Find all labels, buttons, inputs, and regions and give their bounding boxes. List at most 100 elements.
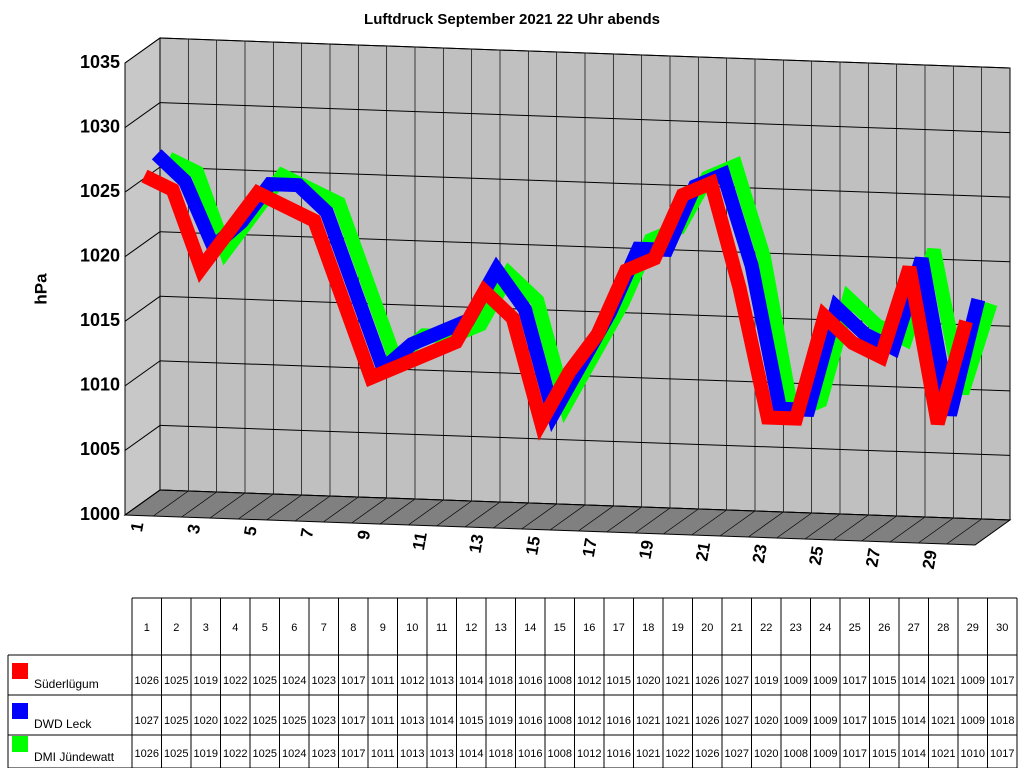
table-header: 25	[849, 622, 861, 634]
table-header: 22	[760, 622, 772, 634]
table-cell: 1009	[961, 675, 985, 687]
table-cell: 1009	[813, 675, 837, 687]
x-tick-label: 15	[522, 535, 544, 557]
table-cell: 1017	[990, 675, 1014, 687]
table-cell: 1021	[931, 675, 955, 687]
x-tick-label: 17	[579, 537, 601, 559]
left-wall	[124, 37, 161, 516]
x-tick-label: 3	[184, 523, 204, 536]
table-cell: 1012	[577, 675, 601, 687]
grid-line	[124, 37, 161, 64]
legend-swatch	[12, 703, 28, 719]
table-cell: 1025	[253, 748, 277, 760]
table-cell: 1025	[282, 715, 306, 727]
y-tick-label: 1015	[80, 310, 120, 330]
table-cell: 1020	[754, 715, 778, 727]
x-tick-label: 9	[354, 529, 374, 542]
table-cell: 1008	[548, 748, 572, 760]
table-cell: 1024	[282, 675, 306, 687]
table-cell: 1013	[400, 715, 424, 727]
table-cell: 1016	[607, 715, 631, 727]
table-cell: 1016	[518, 748, 542, 760]
table-cell: 1023	[312, 675, 336, 687]
table-cell: 1027	[725, 675, 749, 687]
floor-line	[379, 498, 416, 525]
floor-line	[691, 509, 727, 536]
floor-line	[124, 489, 161, 516]
floor-line	[634, 507, 671, 534]
x-tick-label: 29	[919, 549, 941, 571]
floor-line	[578, 505, 614, 532]
table-header: 5	[262, 622, 268, 634]
table-cell: 1009	[784, 675, 808, 687]
table-cell: 1017	[990, 748, 1014, 760]
floor-line	[833, 514, 869, 541]
table-cell: 1017	[341, 675, 365, 687]
table-cell: 1020	[754, 748, 778, 760]
table-header: 28	[937, 622, 949, 634]
table-header: 29	[967, 622, 979, 634]
x-tick-label: 27	[862, 547, 884, 569]
floor-line	[294, 495, 331, 522]
table-cell: 1025	[164, 748, 188, 760]
table-cell: 1018	[489, 675, 513, 687]
table-cell: 1012	[577, 715, 601, 727]
y-axis-label: hPa	[31, 273, 50, 305]
table-cell: 1018	[990, 715, 1014, 727]
floor-line	[153, 490, 189, 517]
table-cell: 1014	[459, 675, 483, 687]
table-cell: 1025	[253, 715, 277, 727]
y-tick-label: 1025	[80, 181, 120, 201]
floor-line	[181, 491, 217, 518]
y-tick-label: 1010	[80, 375, 120, 395]
table-header: 13	[495, 622, 507, 634]
table-cell: 1014	[430, 715, 454, 727]
table-cell: 1025	[164, 675, 188, 687]
grid-line	[124, 360, 161, 387]
table-cell: 1023	[312, 715, 336, 727]
table-header: 27	[908, 622, 920, 634]
floor-line	[436, 500, 472, 527]
table-header: 23	[790, 622, 802, 634]
table-cell: 1019	[489, 715, 513, 727]
table-cell: 1026	[135, 748, 159, 760]
x-tick-label: 25	[806, 545, 828, 567]
table-cell: 1016	[607, 748, 631, 760]
table-cell: 1025	[164, 715, 188, 727]
table-header: 16	[583, 622, 595, 634]
table-cell: 1013	[430, 675, 454, 687]
legend-label: DMI Jündewatt	[34, 750, 115, 764]
table-cell: 1009	[813, 748, 837, 760]
floor-line	[351, 497, 387, 524]
table-cell: 1021	[931, 748, 955, 760]
table-cell: 1013	[400, 748, 424, 760]
table-header: 17	[613, 622, 625, 634]
table-header: 2	[173, 622, 179, 634]
y-tick-label: 1000	[80, 504, 120, 524]
table-cell: 1009	[784, 715, 808, 727]
floor-line	[719, 510, 756, 537]
floor-line	[549, 504, 586, 531]
grid-line	[124, 102, 161, 128]
table-cell: 1017	[341, 715, 365, 727]
table-cell: 1013	[430, 748, 454, 760]
table-header: 18	[642, 622, 654, 634]
table-cell: 1015	[607, 675, 631, 687]
x-tick-label: 23	[749, 543, 771, 565]
floor-line	[776, 512, 812, 539]
chart-title: Luftdruck September 2021 22 Uhr abends	[364, 11, 660, 28]
legend-swatch	[12, 663, 28, 679]
table-header: 10	[406, 622, 418, 634]
table-cell: 1020	[194, 715, 218, 727]
table-cell: 1016	[518, 675, 542, 687]
x-tick-label: 5	[240, 525, 260, 538]
x-tick-label: 7	[297, 527, 317, 540]
table-cell: 1021	[636, 748, 660, 760]
table-header: 20	[701, 622, 713, 634]
table-cell: 1023	[312, 748, 336, 760]
table-cell: 1021	[666, 715, 690, 727]
table-cell: 1025	[253, 675, 277, 687]
floor-line	[323, 496, 359, 523]
table-cell: 1022	[223, 715, 247, 727]
legend-label: DWD Leck	[34, 717, 92, 731]
